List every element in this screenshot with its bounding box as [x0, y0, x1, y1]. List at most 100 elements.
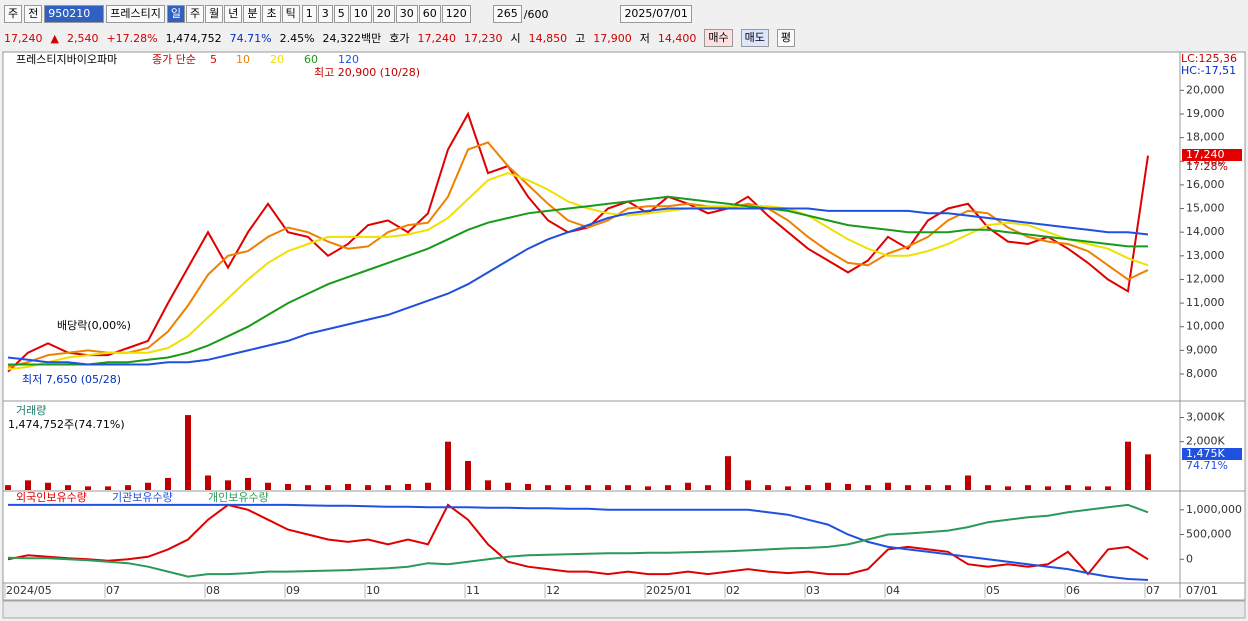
toolbar-button[interactable]: 주: [185, 5, 205, 23]
series-line: [7, 207, 1149, 366]
volume-bar: [305, 485, 311, 490]
chart-title: 프레스티지바이오파마: [16, 53, 117, 66]
label: 시: [510, 32, 521, 45]
toolbar-button[interactable]: 5: [333, 5, 349, 23]
toolbar-button[interactable]: 10: [349, 5, 372, 23]
toolbar-button[interactable]: 월: [205, 5, 224, 23]
volume-bar: [705, 485, 711, 490]
legend-item: 외국인보유수량: [16, 491, 87, 504]
x-tick-label: 07: [1146, 584, 1160, 597]
toolbar-button[interactable]: 20: [372, 5, 395, 23]
x-tick-label: 12: [546, 584, 560, 597]
y-tick-label: 9,000: [1186, 343, 1218, 356]
chart: 8,000 9,000 10,000 11,000 12,000 13,000 14,000…: [2, 51, 1246, 619]
arrow: ▲: [50, 31, 59, 45]
y-tick-label: 13,000: [1186, 249, 1225, 262]
volume-bar: [945, 485, 951, 490]
scrollbar[interactable]: [2, 600, 1246, 619]
volume-bar: [605, 485, 611, 490]
toolbar-button[interactable]: 년: [224, 5, 243, 23]
x-tick-label: 08: [206, 584, 220, 597]
sell-button[interactable]: 매도: [740, 29, 769, 47]
toolbar-button[interactable]: 초: [262, 5, 281, 23]
volume-bar: [1065, 485, 1071, 490]
volume-bar: [65, 485, 71, 490]
series-line: [8, 195, 1148, 366]
volume-bar: [845, 483, 851, 490]
buy-button[interactable]: 매수: [704, 29, 733, 47]
toolbar-button[interactable]: 1: [301, 5, 317, 23]
toolbar-button[interactable]: 틱: [281, 5, 300, 23]
y-tick-label: 1,000,000: [1186, 503, 1242, 516]
volume-bar: [245, 477, 251, 490]
date[interactable]: 2025/07/01: [620, 5, 692, 23]
volume-bar: [985, 485, 991, 490]
volume-bar: [1125, 441, 1131, 490]
volume-bar: [725, 456, 731, 490]
change-pct: +17.28%: [106, 31, 158, 45]
code-input[interactable]: 950210: [44, 5, 105, 23]
legend-item: 10: [236, 53, 250, 66]
volume-bar: [405, 483, 411, 490]
panel-title: 거래량: [16, 404, 46, 417]
volume-bar: [1045, 486, 1051, 490]
x-tick-label: 10: [366, 584, 380, 597]
y-tick-label: 20,000: [1186, 83, 1225, 96]
volume-bar: [645, 486, 651, 490]
x-tick-label: 03: [806, 584, 820, 597]
market[interactable]: 주: [4, 5, 23, 23]
y-tick-label: 15,000: [1186, 202, 1225, 215]
volume-bar: [365, 485, 371, 490]
volume-bar: [445, 441, 451, 490]
volume-bar: [165, 477, 171, 490]
volume-bar: [265, 482, 271, 490]
x-tick-label: 2024/05: [6, 584, 52, 597]
label: 호가: [389, 32, 410, 45]
bid: 17,230: [464, 31, 503, 45]
volume-bar: [465, 461, 471, 490]
volume-bar: [805, 485, 811, 490]
stock-name[interactable]: 프레스티지: [106, 5, 165, 23]
annotation: 최고 20,900 (10/28): [314, 66, 420, 79]
toolbar-button[interactable]: 30: [395, 5, 418, 23]
avg-button[interactable]: 평: [776, 29, 796, 47]
plot-bg: [2, 51, 1246, 601]
y-tick-label: 14,000: [1186, 225, 1225, 238]
toolbar-button[interactable]: 3: [317, 5, 333, 23]
volume-bar: [905, 485, 911, 490]
y-tick-label: 10,000: [1186, 320, 1225, 333]
count[interactable]: 265: [492, 5, 522, 23]
volume-bar: [125, 485, 131, 490]
x-tick-label: 05: [986, 584, 1000, 597]
annotation: 1,474,752주(74.71%): [8, 418, 125, 431]
y-tick-label: 3,000K: [1186, 411, 1225, 424]
legend-item: 개인보유수량: [208, 491, 269, 504]
series-line: [7, 111, 1149, 373]
volume-bar: [825, 482, 831, 490]
y-tick-label: 2,000K: [1186, 435, 1225, 448]
x-tick-label: 11: [466, 584, 480, 597]
y-tick-label: 8,000: [1186, 367, 1218, 380]
max: /600: [523, 7, 549, 21]
volume-bar: [145, 482, 151, 490]
prev[interactable]: 전: [24, 5, 43, 23]
toolbar-button[interactable]: 분: [243, 5, 262, 23]
volume-bar: [1025, 485, 1031, 490]
x-tick-label: 09: [286, 584, 300, 597]
volume-bar: [745, 480, 751, 490]
annotation: LC:125,36: [1181, 52, 1237, 65]
volume-bar: [925, 485, 931, 490]
toolbar-button[interactable]: 120: [441, 5, 471, 23]
legend-item: 60: [304, 53, 318, 66]
label: 저: [639, 32, 650, 45]
volume-bar: [545, 485, 551, 490]
x-tick-label: 07: [106, 584, 120, 597]
toolbar-button[interactable]: 일: [166, 5, 185, 23]
volume-bar: [625, 485, 631, 490]
volume: 1,474,752: [165, 31, 222, 45]
volume-bar: [105, 486, 111, 490]
volume-bar: [525, 483, 531, 490]
last-price-bg: [1182, 149, 1242, 161]
toolbar-button[interactable]: 60: [418, 5, 441, 23]
volume-bar: [1005, 486, 1011, 490]
